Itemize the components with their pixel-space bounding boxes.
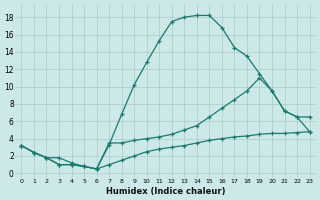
X-axis label: Humidex (Indice chaleur): Humidex (Indice chaleur) [106,187,225,196]
